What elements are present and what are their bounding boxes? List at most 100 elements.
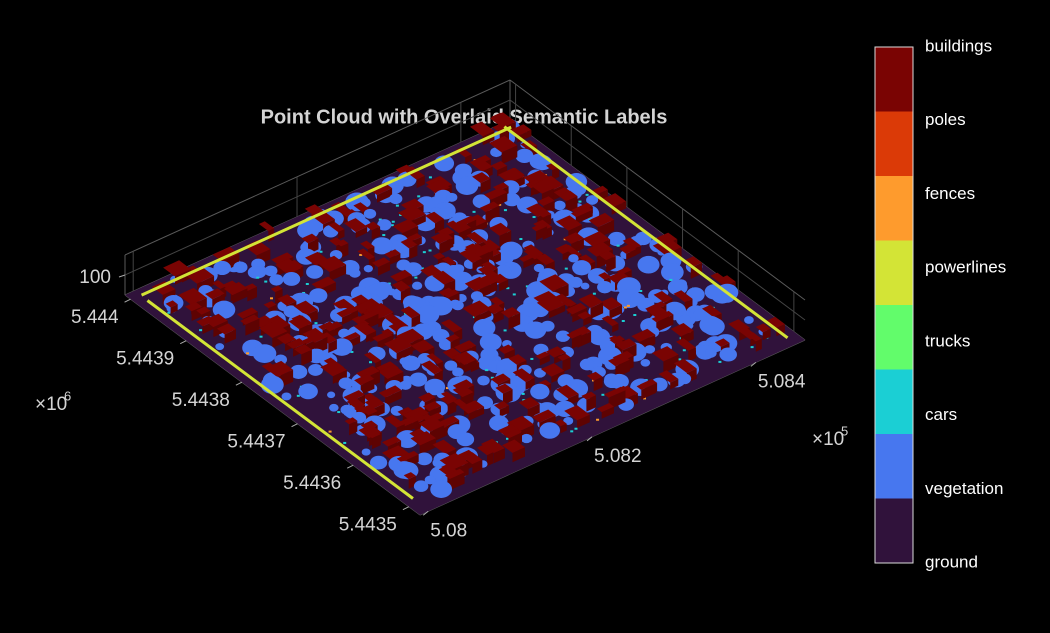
tree (679, 314, 691, 324)
building-side (480, 178, 491, 194)
building (462, 452, 483, 465)
building (478, 265, 499, 279)
building-side (416, 175, 425, 189)
building-side (170, 304, 178, 314)
building (607, 271, 629, 283)
building-side (551, 370, 565, 383)
x-tick (586, 436, 593, 442)
building (293, 300, 318, 316)
building (445, 334, 460, 342)
cars (343, 441, 347, 444)
colorbar-label: cars (925, 405, 957, 424)
building (336, 239, 349, 247)
building (439, 453, 469, 470)
tree (377, 219, 392, 231)
building (598, 250, 616, 261)
building-side (609, 304, 622, 319)
building (425, 211, 445, 224)
tree (411, 281, 423, 290)
building (658, 370, 679, 383)
cars (503, 329, 507, 332)
building (766, 316, 785, 328)
cars (588, 218, 592, 221)
building-side (472, 258, 483, 271)
building (344, 417, 358, 425)
building (342, 209, 357, 218)
building (276, 333, 297, 345)
cars (485, 369, 489, 372)
building (382, 445, 410, 461)
building-side (299, 323, 313, 339)
fences (269, 297, 273, 300)
cars (399, 214, 403, 217)
building (673, 358, 697, 373)
cars (682, 349, 686, 352)
building (459, 400, 485, 414)
tree (704, 348, 717, 358)
cars (585, 193, 589, 196)
building (365, 221, 381, 231)
building (266, 315, 291, 330)
building-side (493, 448, 505, 464)
building (275, 258, 302, 275)
building-side (341, 243, 349, 258)
tree (456, 432, 475, 447)
tree (553, 200, 566, 211)
y-tick-label: 5.444 (71, 307, 119, 328)
y-tick-label: 5.4435 (339, 515, 397, 536)
cars (256, 276, 260, 279)
cars (337, 411, 341, 414)
building (469, 121, 495, 137)
building (343, 390, 365, 402)
building (504, 429, 522, 439)
cars (490, 376, 494, 379)
cars (678, 358, 682, 361)
building (392, 219, 419, 234)
tree (702, 317, 725, 336)
building (344, 218, 368, 232)
building (320, 360, 347, 377)
building (564, 405, 590, 421)
y-tick-label: 5.4439 (116, 349, 174, 370)
building-side (355, 226, 368, 238)
building (535, 351, 550, 360)
y-tick (180, 340, 187, 345)
building (378, 364, 404, 379)
building (432, 439, 457, 455)
building-side (245, 318, 260, 336)
building (596, 403, 614, 413)
building (546, 346, 566, 358)
building (566, 330, 582, 339)
building (459, 248, 483, 263)
ground-surface (125, 120, 805, 515)
building (353, 322, 376, 336)
tree (579, 358, 595, 371)
building (212, 246, 240, 262)
building (536, 253, 555, 266)
fences (445, 387, 449, 390)
building (631, 328, 656, 343)
colorbar-segment (875, 47, 913, 112)
tree (451, 300, 464, 311)
building (360, 404, 378, 416)
building (390, 269, 412, 282)
building (493, 182, 509, 191)
point-cloud (125, 112, 805, 515)
building (525, 179, 542, 189)
building (582, 231, 611, 247)
tree (282, 271, 301, 286)
building-side (755, 338, 762, 352)
building (372, 331, 393, 342)
building (258, 221, 275, 231)
tree (363, 208, 377, 219)
y-tick-label: 5.4437 (227, 432, 285, 453)
building (571, 205, 593, 218)
building (440, 319, 463, 333)
building-side (459, 227, 472, 242)
building (518, 397, 540, 410)
building (557, 353, 571, 361)
building-side (338, 229, 345, 240)
building-side (593, 376, 603, 392)
building (301, 233, 319, 244)
tree (338, 377, 353, 389)
